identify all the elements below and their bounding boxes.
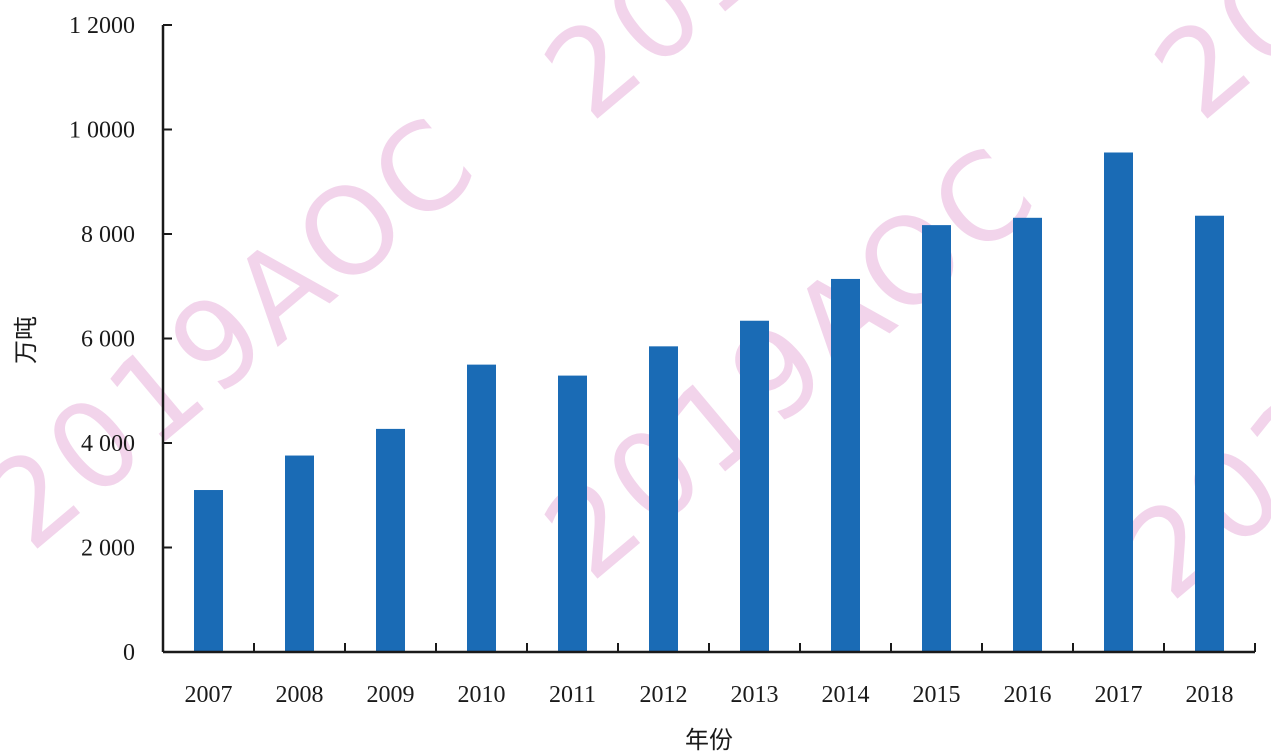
bars-group [194, 152, 1224, 653]
y-tick-label: 2 000 [81, 536, 135, 562]
bar-2011 [558, 375, 587, 652]
bar-2014 [831, 278, 860, 652]
bar-2018 [1195, 215, 1224, 652]
y-tick-label: 8 000 [81, 222, 135, 248]
x-tick-label: 2008 [276, 682, 324, 708]
x-tick-label: 2013 [731, 682, 779, 708]
x-tick-label: 2018 [1186, 682, 1234, 708]
x-tick-label: 2015 [913, 682, 961, 708]
x-tick-label: 2012 [640, 682, 688, 708]
bar-2010 [467, 364, 496, 652]
bar-2008 [285, 455, 314, 652]
x-axis-title: 年份 [685, 726, 733, 754]
bar-2007 [194, 490, 223, 652]
bar-2013 [740, 320, 769, 652]
axes-group [161, 25, 1255, 654]
y-tick-label: 1 2000 [69, 13, 135, 39]
bar-2009 [376, 428, 405, 652]
y-tick-label: 0 [123, 640, 135, 666]
y-axis-title: 万吨 [12, 316, 40, 364]
x-tick-label: 2011 [549, 682, 596, 708]
bar-2016 [1013, 217, 1042, 653]
y-tick-label: 4 000 [81, 431, 135, 457]
y-tick-label: 6 000 [81, 327, 135, 353]
bar-2012 [649, 346, 678, 652]
x-tick-label: 2014 [822, 682, 870, 708]
x-tick-label: 2016 [1004, 682, 1052, 708]
y-tick-label: 1 0000 [69, 118, 135, 144]
x-tick-label: 2017 [1095, 682, 1143, 708]
x-ticks-group: 2007 2008 2009 2010 2011 2012 2013 2014 2015 2016… [162, 643, 1256, 708]
x-tick-label: 2009 [367, 682, 415, 708]
y-ticks-group: 0 2 000 4 000 6 000 8 000 1 0000 1 2000 [69, 13, 172, 666]
x-tick-label: 2010 [458, 682, 506, 708]
x-tick-label: 2007 [185, 682, 233, 708]
bar-2017 [1104, 152, 1133, 653]
bar-2015 [922, 225, 951, 652]
